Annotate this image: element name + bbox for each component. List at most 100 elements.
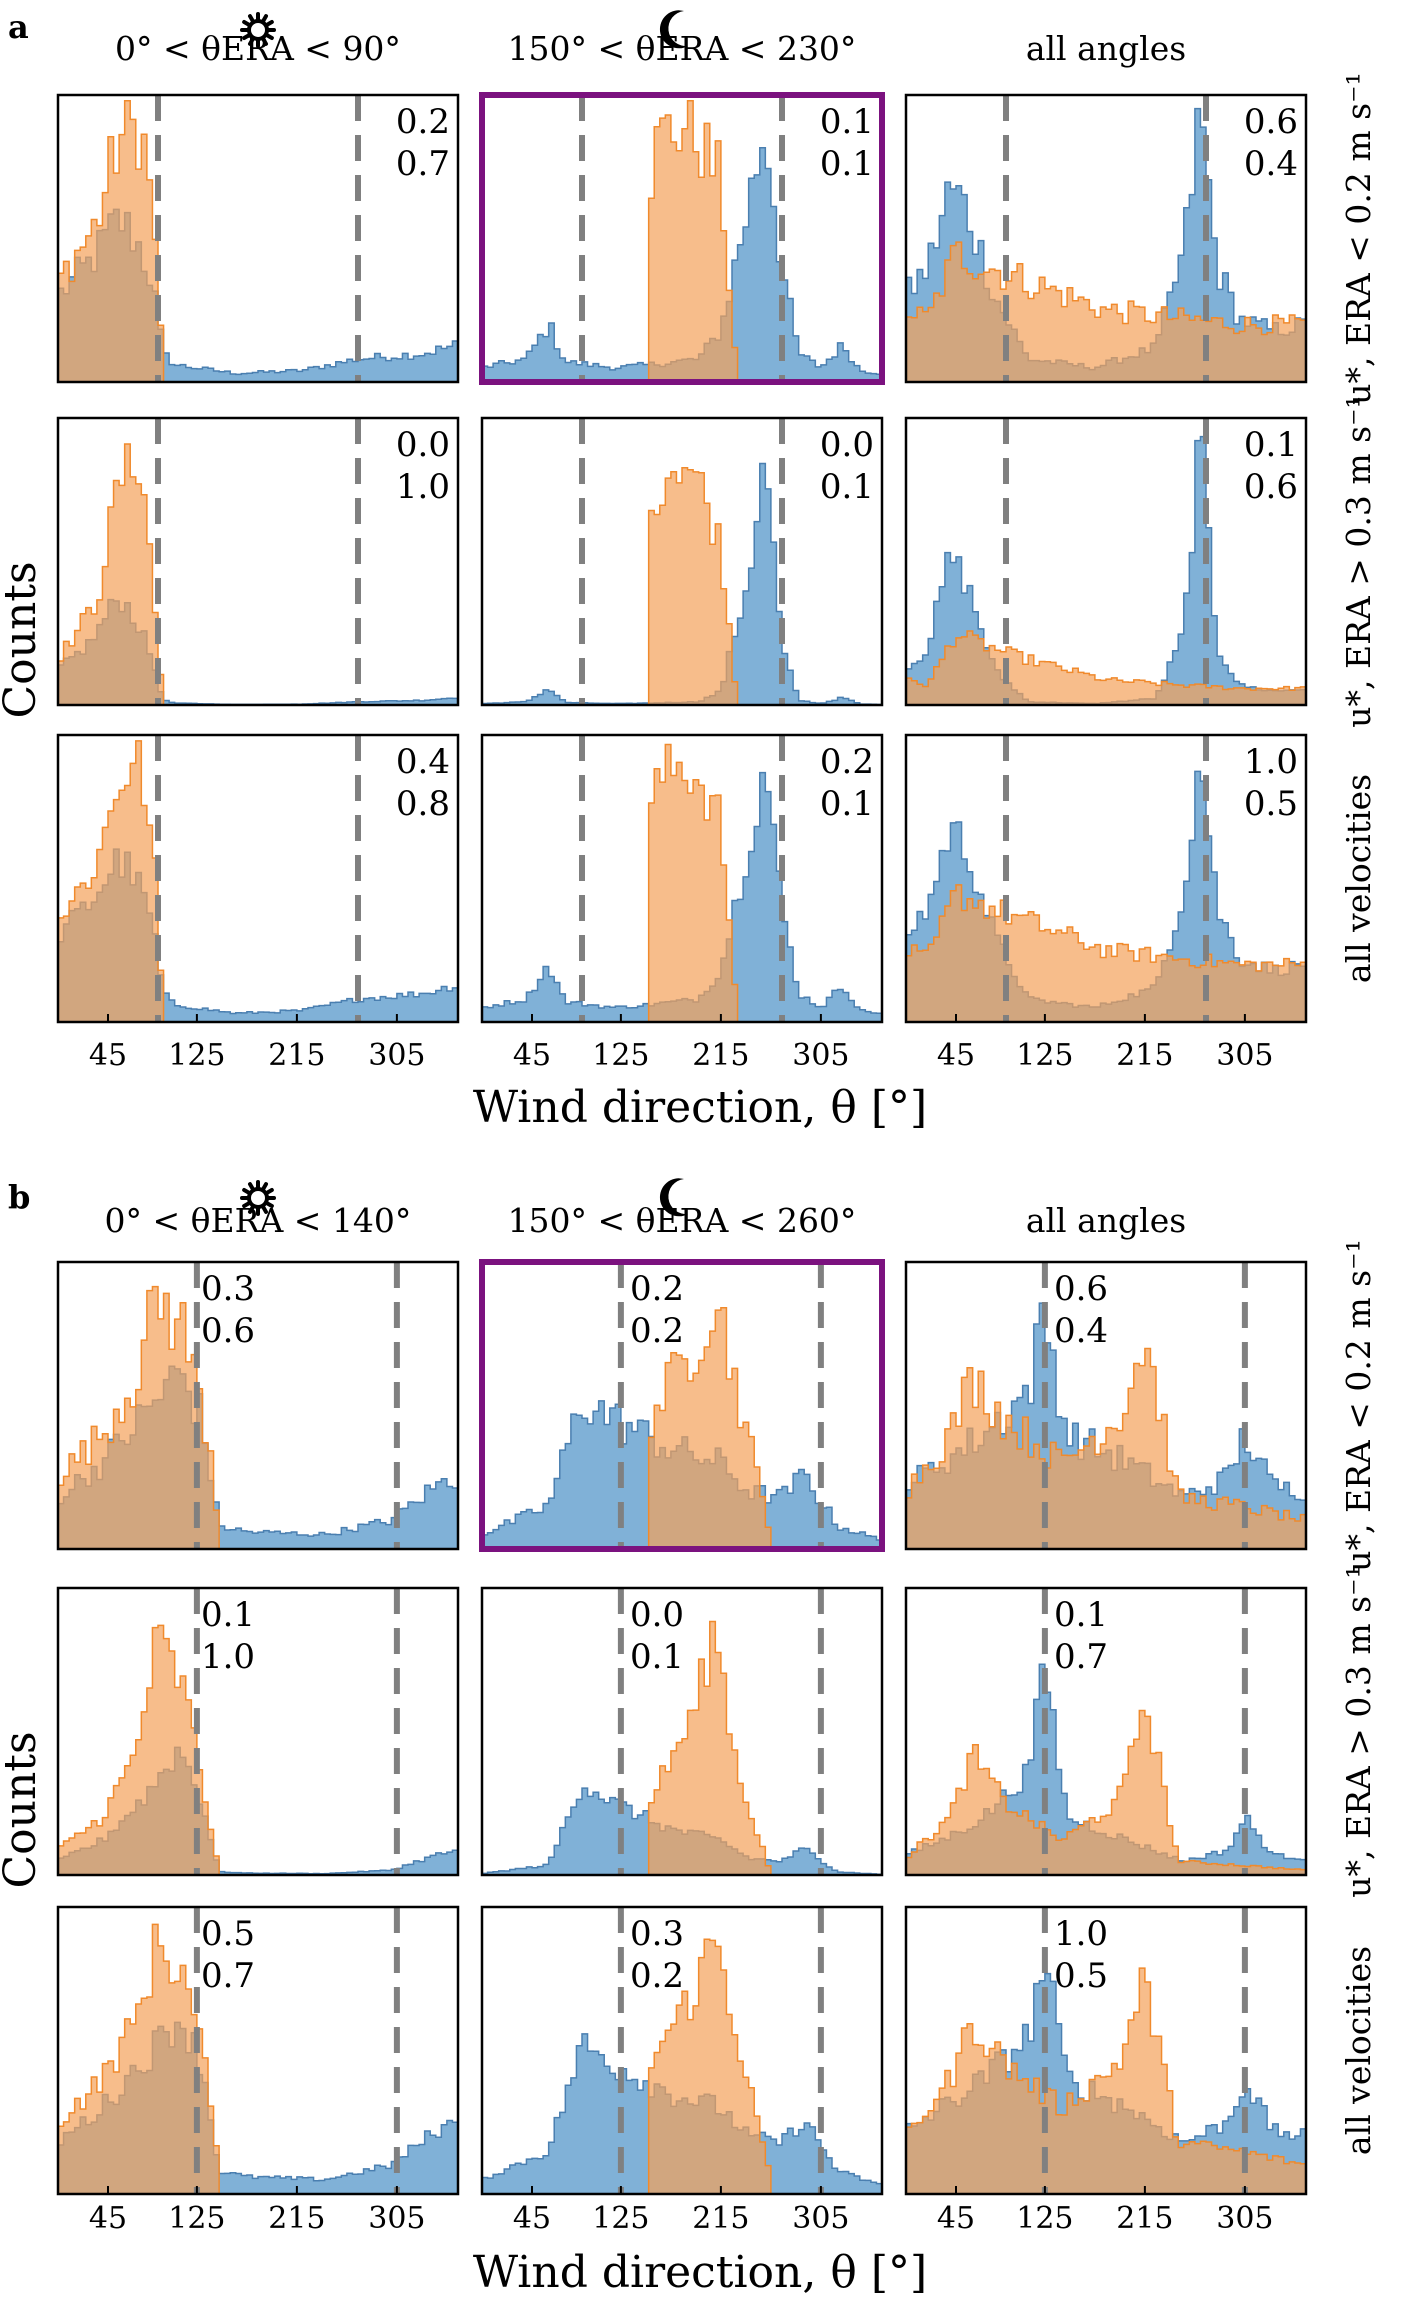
- ylabel-b: Counts: [0, 1731, 46, 1888]
- panel-letter-a: a: [8, 8, 29, 46]
- x-tick-label: 215: [692, 2201, 749, 2236]
- subplot-frame: [904, 93, 1308, 384]
- subplot: 0.20.2: [479, 1259, 885, 1552]
- subplot-area: [58, 95, 458, 382]
- subplot: 0.40.8 45 125 215 305: [56, 733, 460, 1073]
- annotation-value: 0.6: [1054, 1269, 1108, 1309]
- x-tick-label: 215: [268, 1038, 325, 1073]
- subplot-frame: [56, 1586, 460, 1877]
- panel-b: b 0° < θERA < 140° 150° < θERA < 260° all …: [8, 1178, 1378, 2236]
- annotation-value: 0.3: [201, 1269, 255, 1309]
- annotation-value: 1.0: [1054, 1914, 1108, 1954]
- column-title: all angles: [1026, 1201, 1186, 1240]
- x-tick-label: 305: [1216, 2201, 1273, 2236]
- shared-labels: Counts Counts Wind direction, θ [°] Wind…: [0, 561, 927, 2298]
- subplot-area: [482, 1262, 882, 1549]
- annotation-value: 0.1: [820, 144, 874, 184]
- subplot: 0.11.0: [56, 1586, 460, 1877]
- moon-icon: [659, 10, 688, 49]
- x-tick-label: 45: [937, 1038, 975, 1073]
- subplot: 0.20.1 45 125 215 305: [480, 733, 884, 1073]
- subplot-frame: [480, 1586, 884, 1877]
- subplot-area: [482, 1588, 882, 1875]
- row-label: u*, ERA < 0.2 m s⁻¹: [1339, 1239, 1378, 1571]
- subplot: 0.30.6: [56, 1260, 460, 1551]
- xlabel-b: Wind direction, θ [°]: [473, 2247, 927, 2298]
- x-tick-label: 125: [592, 2201, 649, 2236]
- subplot-frame: [480, 1905, 884, 2196]
- x-tick-label: 125: [168, 1038, 225, 1073]
- x-tick-label: 305: [1216, 1038, 1273, 1073]
- subplot-frame: [56, 416, 460, 707]
- sun-icon: [240, 1180, 276, 1216]
- annotation-value: 0.7: [1054, 1637, 1108, 1677]
- orange-histogram: [906, 1709, 1306, 1875]
- panel-letter-b: b: [8, 1178, 30, 1216]
- subplot-frame: [904, 416, 1308, 707]
- subplot: 0.00.1: [480, 1586, 884, 1877]
- x-tick-label: 45: [513, 2201, 551, 2236]
- column-title: 150° < θERA < 230°: [508, 29, 857, 68]
- annotation-value: 0.1: [201, 1595, 255, 1635]
- orange-histogram: [58, 740, 165, 1022]
- orange-histogram: [58, 1923, 220, 2194]
- x-tick-label: 125: [592, 1038, 649, 1073]
- subplot: 0.20.7: [56, 93, 460, 384]
- annotation-value: 0.1: [630, 1637, 684, 1677]
- subplot-area: [58, 1588, 458, 1875]
- panel-a: a 0° < θERA < 90° 150° < θERA < 230° all a…: [8, 8, 1378, 1073]
- subplot-frame: [56, 1260, 460, 1551]
- x-tick-label: 215: [692, 1038, 749, 1073]
- annotation-value: 0.1: [820, 784, 874, 824]
- subplot-frame: [904, 1905, 1308, 2196]
- annotation-value: 1.0: [201, 1637, 255, 1677]
- subplot-area: [906, 1588, 1306, 1875]
- annotation-value: 0.0: [630, 1595, 684, 1635]
- row-label: u*, ERA > 0.3 m s⁻¹: [1339, 395, 1378, 727]
- annotation-value: 0.1: [820, 102, 874, 142]
- annotation-value: 0.0: [820, 425, 874, 465]
- annotation-value: 0.2: [630, 1269, 684, 1309]
- x-tick-label: 305: [792, 2201, 849, 2236]
- orange-histogram: [647, 99, 739, 382]
- subplot-frame: [56, 1905, 460, 2196]
- annotation-value: 0.4: [396, 742, 450, 782]
- subplot: 0.01.0: [56, 416, 460, 707]
- x-tick-label: 215: [1116, 1038, 1173, 1073]
- annotation-value: 1.0: [396, 467, 450, 507]
- subplot-area: [58, 735, 458, 1022]
- x-tick-label: 125: [1016, 1038, 1073, 1073]
- subplot: 0.10.1: [479, 92, 885, 385]
- x-tick-label: 45: [89, 1038, 127, 1073]
- orange-histogram: [58, 99, 165, 382]
- subplot: 0.10.7: [904, 1586, 1308, 1877]
- subplot-area: [906, 1907, 1306, 2194]
- orange-histogram: [647, 466, 739, 705]
- xlabel-a: Wind direction, θ [°]: [473, 1082, 927, 1133]
- orange-histogram: [906, 1347, 1306, 1549]
- row-label: all velocities: [1339, 774, 1378, 983]
- subplot-frame: [480, 733, 884, 1024]
- annotation-value: 0.0: [396, 425, 450, 465]
- subplot-area: [482, 418, 882, 705]
- orange-histogram: [647, 1306, 772, 1549]
- orange-histogram: [647, 743, 739, 1022]
- subplot: 1.00.5 45 125 215 305: [904, 733, 1308, 1073]
- annotation-value: 0.2: [396, 102, 450, 142]
- subplot-frame: [480, 416, 884, 707]
- x-tick-label: 305: [368, 2201, 425, 2236]
- x-tick-label: 125: [1016, 2201, 1073, 2236]
- orange-histogram: [906, 630, 1306, 705]
- subplot: 1.00.5 45 125 215 305: [904, 1905, 1308, 2236]
- subplot-area: [906, 95, 1306, 382]
- subplot-frame: [56, 93, 460, 384]
- annotation-value: 0.7: [201, 1956, 255, 1996]
- sun-disc: [247, 19, 269, 41]
- highlighted-frame: [479, 1259, 885, 1552]
- annotation-value: 0.5: [1244, 784, 1298, 824]
- annotation-value: 1.0: [1244, 742, 1298, 782]
- subplot-frame: [904, 1260, 1308, 1551]
- annotation-value: 0.2: [630, 1956, 684, 1996]
- annotation-value: 0.2: [630, 1311, 684, 1351]
